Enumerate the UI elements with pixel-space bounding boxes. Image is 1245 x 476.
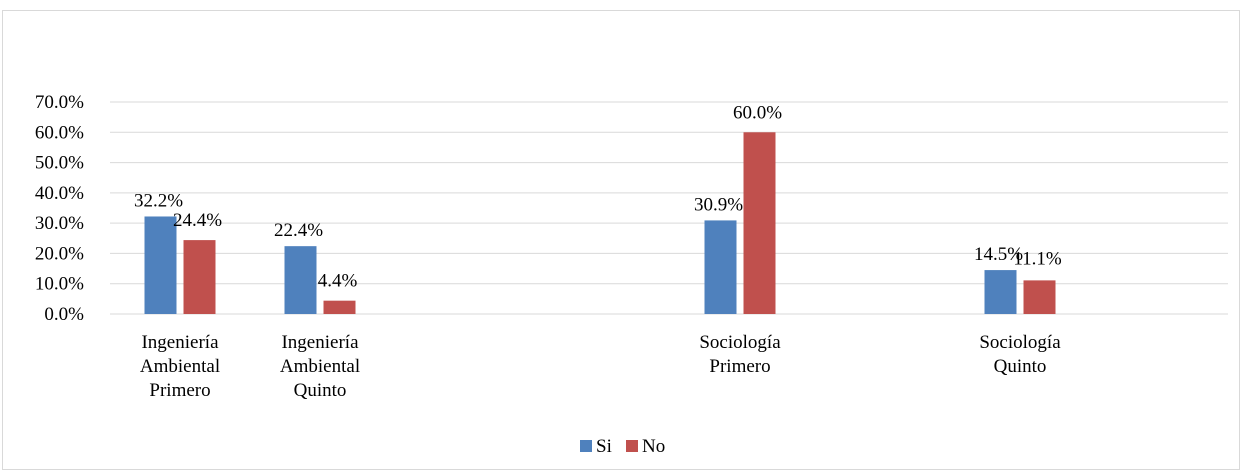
x-category-label: Ambiental [280,356,360,377]
bar-no [323,300,356,314]
x-category-label: Sociología [699,332,781,353]
bar-si [144,216,177,314]
legend-swatch-si [580,440,592,452]
data-label: 22.4% [274,220,323,241]
y-tick-label: 60.0% [35,122,84,143]
legend-label-no: No [642,436,665,457]
y-tick-label: 20.0% [35,243,84,264]
y-tick-label: 50.0% [35,153,84,174]
legend-label-si: Si [596,436,612,457]
x-category-label: Quinto [994,356,1047,377]
data-label: 32.2% [134,190,183,211]
legend-swatch-no [626,440,638,452]
chart-frame [2,10,1240,470]
y-tick-label: 40.0% [35,183,84,204]
data-label: 14.5% [974,244,1023,265]
bar-no [1023,280,1056,314]
bar-no [183,240,216,314]
bar-si [284,246,317,314]
data-label: 11.1% [1013,248,1062,269]
x-category-label: Sociología [979,332,1061,353]
data-label: 60.0% [733,102,782,123]
data-label: 24.4% [173,210,222,231]
x-category-label: Quinto [294,380,347,401]
data-label: 30.9% [694,194,743,215]
bar-si [984,270,1017,314]
x-category-label: Primero [709,356,770,377]
y-tick-label: 30.0% [35,213,84,234]
y-tick-label: 10.0% [35,274,84,295]
x-category-label: Ambiental [140,356,220,377]
y-tick-label: 70.0% [35,92,84,113]
bar-si [704,220,737,314]
x-category-label: Ingeniería [141,332,219,353]
y-tick-label: 0.0% [44,304,84,325]
bar-no [743,132,776,314]
data-label: 4.4% [318,271,358,292]
x-category-label: Ingeniería [281,332,359,353]
x-category-label: Primero [149,380,210,401]
